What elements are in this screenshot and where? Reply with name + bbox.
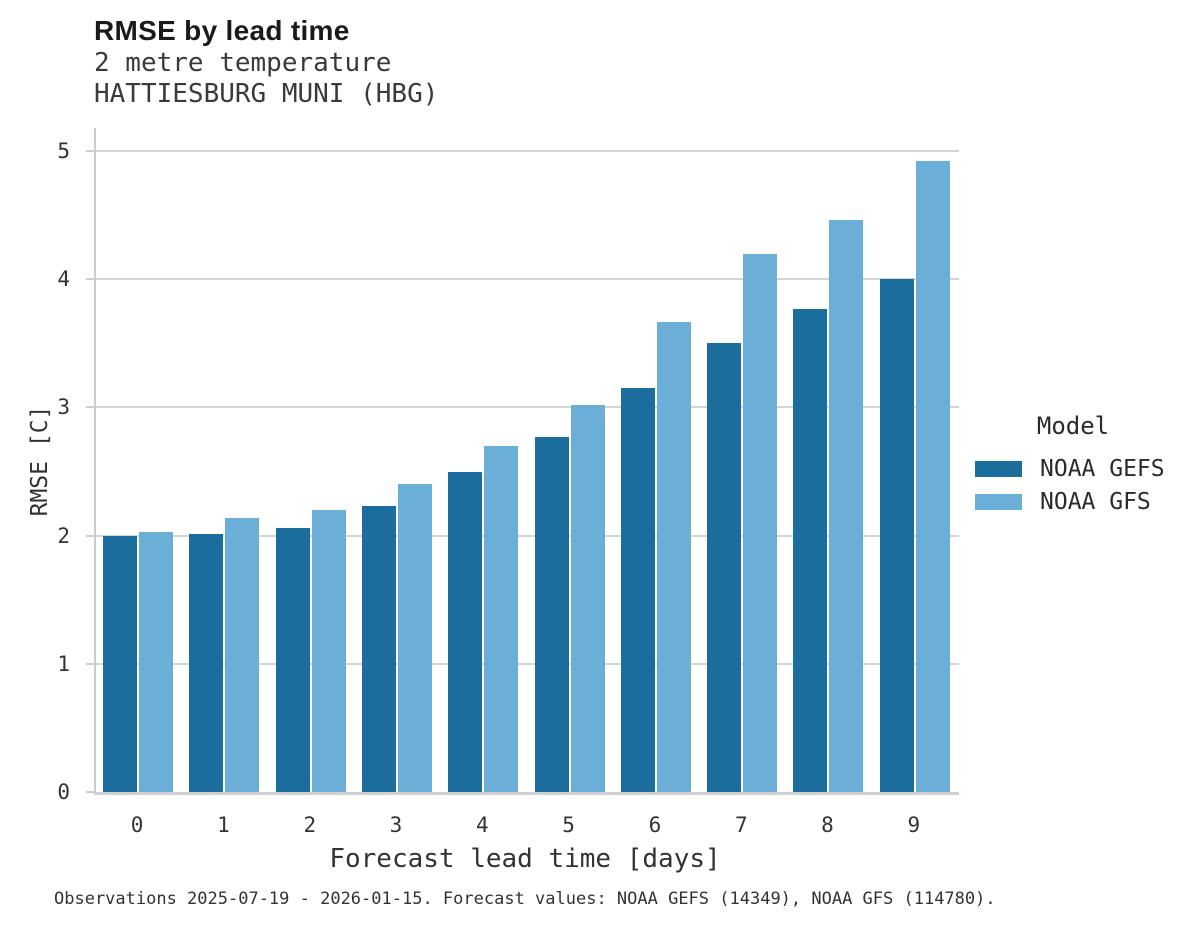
y-tick-label-0: 0 <box>57 780 70 804</box>
bar-noaa-gefs-lead-1 <box>189 534 224 792</box>
x-tick-label-3: 3 <box>389 813 403 837</box>
bar-noaa-gfs-lead-5 <box>570 404 605 792</box>
chart-title: RMSE by lead time <box>94 15 350 46</box>
bar-noaa-gefs-lead-2 <box>275 527 310 792</box>
y-tick-label-4: 4 <box>57 267 70 292</box>
gridline-y-2 <box>96 534 959 537</box>
bar-noaa-gefs-lead-9 <box>879 279 914 792</box>
plot-area <box>94 128 959 795</box>
bar-noaa-gefs-lead-5 <box>534 436 569 792</box>
x-tick-label-8: 8 <box>821 813 834 837</box>
x-tick-label-6: 6 <box>648 813 662 837</box>
bar-noaa-gefs-lead-6 <box>620 388 655 792</box>
gridline-y-4 <box>96 278 959 281</box>
y-tick-mark-5 <box>86 150 94 152</box>
bar-noaa-gfs-lead-2 <box>311 510 346 792</box>
chart-subtitle-station: HATTIESBURG MUNI (HBG) <box>94 79 439 109</box>
legend-title: Model <box>1036 412 1110 440</box>
gridline-y-5 <box>96 150 959 152</box>
bar-noaa-gfs-lead-4 <box>484 445 519 792</box>
chart-header: RMSE by lead time 2 metre temperature HA… <box>94 14 438 110</box>
x-tick-label-9: 9 <box>907 813 921 837</box>
footer-caption: Observations 2025-07-19 - 2026-01-15. Fo… <box>54 889 996 909</box>
bar-noaa-gfs-lead-3 <box>397 484 432 792</box>
bar-noaa-gfs-lead-8 <box>829 220 864 792</box>
y-tick-mark-4 <box>86 278 94 281</box>
legend-swatch-noaa-gfs <box>975 493 1022 510</box>
bar-noaa-gefs-lead-7 <box>707 343 742 792</box>
x-tick-label-1: 1 <box>217 813 230 837</box>
bar-noaa-gfs-lead-1 <box>225 517 260 792</box>
y-tick-mark-3 <box>86 406 94 409</box>
legend-item-noaa-gefs: NOAA GEFS <box>975 452 1171 485</box>
bar-noaa-gefs-lead-3 <box>361 506 396 792</box>
bar-noaa-gfs-lead-9 <box>915 161 950 792</box>
y-tick-mark-2 <box>86 534 94 537</box>
y-tick-label-2: 2 <box>57 523 70 548</box>
x-tick-label-2: 2 <box>303 813 317 837</box>
gridline-y-1 <box>96 662 959 665</box>
bar-noaa-gefs-lead-4 <box>448 471 483 792</box>
bar-noaa-gfs-lead-7 <box>743 253 778 792</box>
y-tick-label-1: 1 <box>57 651 70 676</box>
bar-noaa-gfs-lead-0 <box>139 531 173 792</box>
x-tick-label-4: 4 <box>475 813 489 837</box>
x-axis: 0 1 2 3 4 5 6 7 8 9 <box>94 812 957 842</box>
y-tick-mark-1 <box>86 662 94 665</box>
y-axis-title: RMSE [C] <box>27 405 53 517</box>
legend: Model NOAA GEFS NOAA GFS <box>975 412 1171 518</box>
legend-items: NOAA GEFS NOAA GFS <box>975 452 1171 518</box>
y-tick-label-5: 5 <box>57 139 70 163</box>
bar-noaa-gefs-lead-0 <box>103 535 137 792</box>
legend-item-noaa-gfs: NOAA GFS <box>975 485 1171 518</box>
gridline-y-3 <box>96 406 959 409</box>
y-tick-label-3: 3 <box>57 395 70 420</box>
x-tick-label-5: 5 <box>562 813 575 837</box>
legend-swatch-noaa-gefs <box>975 460 1022 477</box>
legend-label-noaa-gefs: NOAA GEFS <box>1040 455 1165 482</box>
x-tick-label-7: 7 <box>734 813 748 837</box>
legend-label-noaa-gfs: NOAA GFS <box>1040 488 1151 515</box>
chart-subtitle-variable: 2 metre temperature <box>94 48 392 78</box>
bar-noaa-gfs-lead-6 <box>656 321 691 792</box>
y-tick-mark-0 <box>86 791 94 793</box>
bar-noaa-gefs-lead-8 <box>793 308 828 792</box>
x-tick-label-0: 0 <box>130 813 144 837</box>
x-axis-title: Forecast lead time [days] <box>329 844 721 874</box>
